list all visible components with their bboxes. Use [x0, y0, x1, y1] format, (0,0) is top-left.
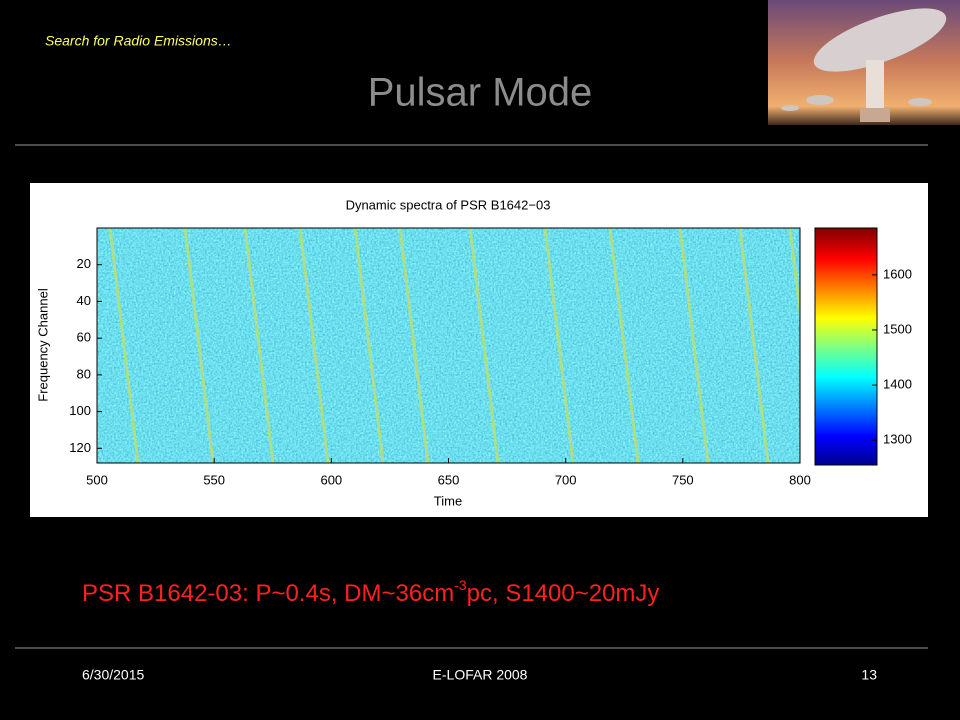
y-tick-label: 100	[69, 403, 91, 418]
y-tick-label: 40	[77, 293, 91, 308]
caption-main: PSR B1642-03: P~0.4s, DM~36cm	[82, 580, 454, 607]
colorbar	[814, 227, 878, 466]
y-axis-label: Frequency Channel	[35, 288, 50, 402]
x-tick-label: 750	[672, 472, 694, 487]
footer-date: 6/30/2015	[82, 667, 144, 683]
caption-superscript: -3	[454, 577, 467, 593]
x-tick-label: 800	[789, 472, 811, 487]
pulse-streak	[468, 228, 500, 463]
footer-event: E-LOFAR 2008	[433, 667, 528, 683]
heatmap	[97, 228, 800, 463]
pulse-streak	[108, 228, 140, 463]
colorbar-tick-label: 1300	[883, 432, 912, 447]
page-number: 13	[861, 667, 877, 683]
y-tick-label: 120	[69, 440, 91, 455]
pulse-streak	[298, 228, 330, 463]
y-tick-label: 60	[77, 330, 91, 345]
x-tick-label: 500	[86, 472, 108, 487]
pulse-streak	[608, 228, 640, 463]
slide-title: Pulsar Mode	[368, 71, 593, 115]
pulse-streak	[788, 228, 800, 325]
pulse-streak	[398, 228, 430, 463]
x-tick-label: 550	[203, 472, 225, 487]
pulse-streak	[738, 228, 770, 463]
x-axis-label: Time	[434, 493, 462, 508]
section-title: Search for Radio Emissions…	[45, 33, 232, 49]
telescope-image	[768, 0, 960, 125]
y-tick-label: 20	[77, 256, 91, 271]
pulse-streak	[678, 228, 710, 463]
colorbar-tick-label: 1500	[883, 321, 912, 336]
pulse-streak	[243, 228, 275, 463]
colorbar-tick-label: 1600	[883, 266, 912, 281]
x-tick-label: 650	[438, 472, 460, 487]
pulse-streak	[183, 228, 215, 463]
figure: Dynamic spectra of PSR B1642−03 Time Fre…	[30, 183, 928, 517]
figure-title: Dynamic spectra of PSR B1642−03	[346, 197, 551, 212]
caption: PSR B1642-03: P~0.4s, DM~36cm-3pc, S1400…	[82, 577, 659, 608]
pulse-streak	[353, 228, 385, 463]
x-tick-label: 600	[320, 472, 342, 487]
colorbar-tick-label: 1400	[883, 377, 912, 392]
y-tick-label: 80	[77, 366, 91, 381]
caption-rest: pc, S1400~20mJy	[467, 580, 660, 607]
x-tick-label: 700	[555, 472, 577, 487]
pulse-streak	[543, 228, 575, 463]
